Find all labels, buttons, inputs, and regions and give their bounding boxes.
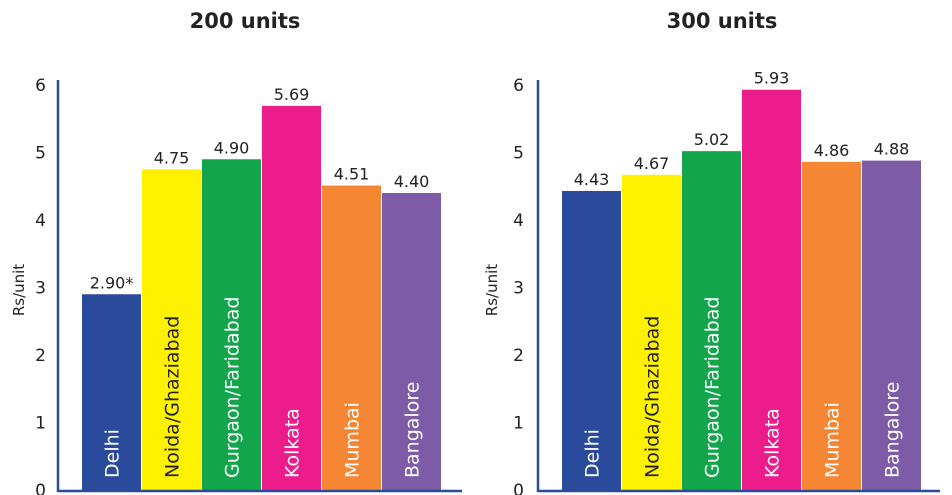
y-tick-label: 5 [513,144,524,164]
bar-gurgaon-faridabad [202,159,261,490]
data-label-noida-ghaziabad: 4.75 [154,148,190,167]
data-label-gurgaon-faridabad: 5.02 [694,130,730,149]
y-tick-label: 3 [35,279,46,299]
y-tick-label: 1 [35,414,46,434]
y-tick-label: 2 [513,346,524,366]
chart-1: 200 units 0 1 2 3 4 5 6 Rs/unit 2.90* Delhi 4.75 Noi… [10,9,462,495]
y-tick-label: 4 [35,211,46,231]
data-label-delhi: 4.43 [574,170,610,189]
category-label-gurgaon-faridabad: Gurgaon/Faridabad [222,297,244,478]
y-tick-label: 0 [35,481,46,495]
data-label-delhi: 2.90* [90,273,134,292]
category-label-mumbai: Mumbai [342,402,364,478]
bar-bangalore [862,160,921,490]
category-label-mumbai: Mumbai [822,402,844,478]
chart-title: 300 units [667,9,778,33]
bar-gurgaon-faridabad [682,151,741,490]
y-tick-label: 5 [35,144,46,164]
data-label-bangalore: 4.88 [874,140,910,159]
y-tick-label: 2 [35,346,46,366]
y-tick-label: 4 [513,211,524,231]
category-label-bangalore: Bangalore [882,382,904,478]
category-label-bangalore: Bangalore [402,382,424,478]
category-label-kolkata: Kolkata [282,408,304,478]
category-label-noida-ghaziabad: Noida/Ghaziabad [642,316,664,478]
y-tick-label: 0 [513,481,524,495]
bar-delhi [562,190,621,490]
bar-noida-ghaziabad [142,169,201,490]
data-label-kolkata: 5.69 [274,85,310,104]
chart-title: 200 units [190,9,301,33]
bar-bangalore [382,193,441,490]
category-label-kolkata: Kolkata [762,408,784,478]
category-label-gurgaon-faridabad: Gurgaon/Faridabad [702,297,724,478]
category-label-noida-ghaziabad: Noida/Ghaziabad [162,316,184,478]
data-label-mumbai: 4.86 [814,141,850,160]
bar-mumbai [322,185,381,490]
category-label-delhi: Delhi [582,429,604,478]
data-label-gurgaon-faridabad: 4.90 [214,138,250,157]
data-label-bangalore: 4.40 [394,172,430,191]
y-axis-label: Rs/unit [10,264,28,316]
y-tick-label: 1 [513,414,524,434]
bar-noida-ghaziabad [622,174,681,490]
bar-mumbai [802,161,861,490]
bar-kolkata [262,105,321,491]
data-label-mumbai: 4.51 [334,165,370,184]
category-label-delhi: Delhi [102,429,124,478]
y-tick-label: 6 [513,76,524,96]
bar-kolkata [742,89,801,490]
y-axis-label: Rs/unit [483,264,501,316]
chart-2: 300 units 0 1 2 3 4 5 6 Rs/unit 4.43 Delhi 4.67 Noid… [483,9,940,495]
y-tick-label: 3 [513,279,524,299]
y-tick-label: 6 [35,76,46,96]
data-label-noida-ghaziabad: 4.67 [634,154,670,173]
data-label-kolkata: 5.93 [754,69,790,88]
bar-delhi [82,294,141,490]
